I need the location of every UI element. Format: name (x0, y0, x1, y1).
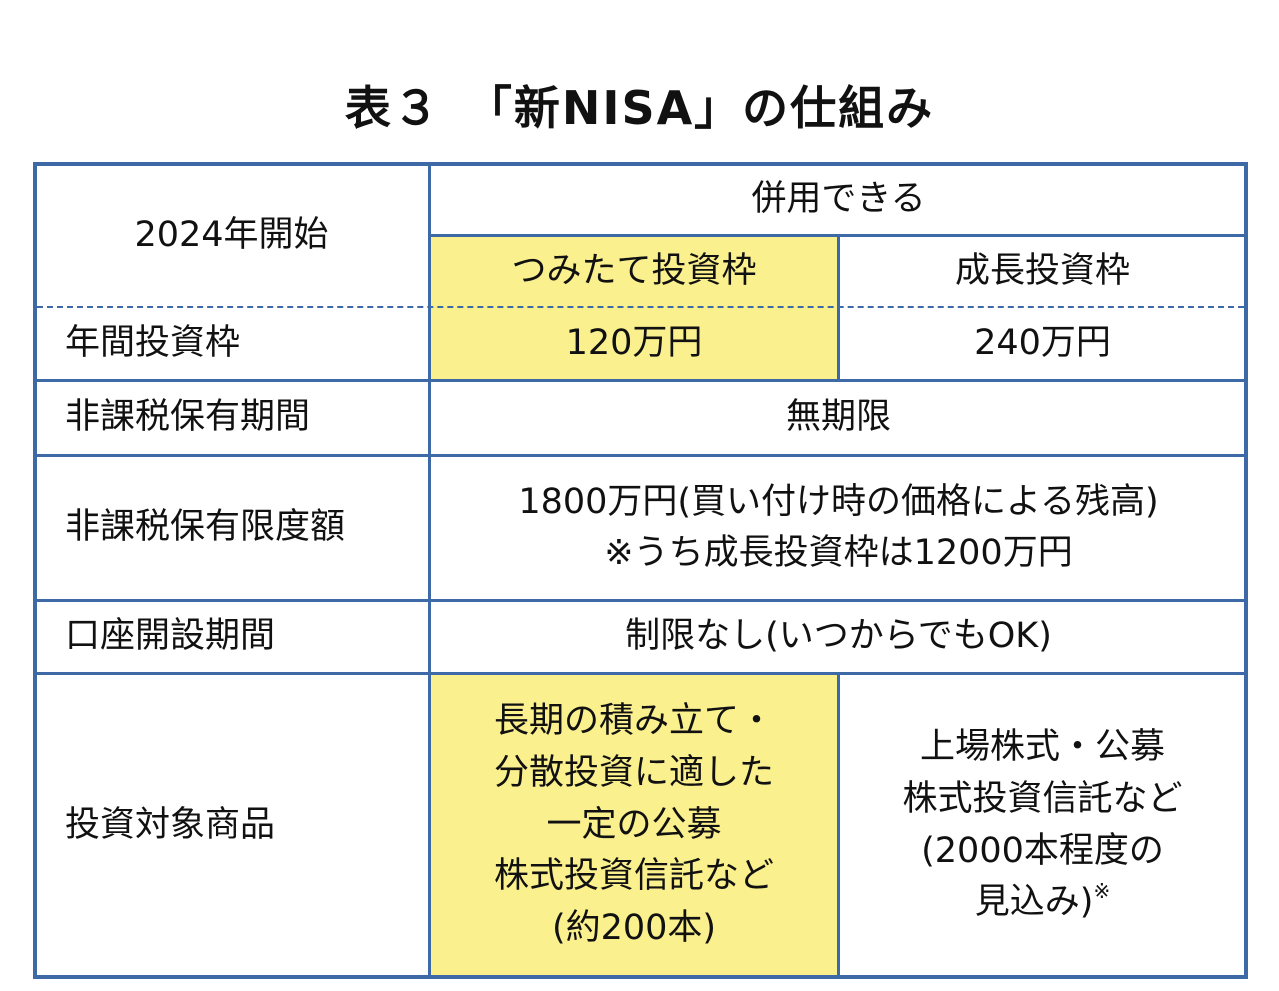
divider-col-2-bottom (837, 673, 840, 978)
divider-col-1 (428, 162, 431, 979)
divider-row (33, 599, 1246, 602)
border-bottom (33, 975, 1248, 979)
border-top (33, 162, 1248, 166)
row-label-period: 非課税保有期間 (65, 397, 311, 438)
products-growth-line: 株式投資信託など (902, 778, 1183, 819)
products-growth-last: 見込み) (974, 882, 1094, 923)
limit-value: 1800万円(買い付け時の価格による残高) ※うち成長投資枠は1200万円 (430, 455, 1247, 600)
border-left (33, 162, 37, 979)
header-combined: 併用できる (751, 178, 926, 219)
table-title: 表３ 「新NISA」の仕組み (344, 81, 935, 135)
row-label-annual: 年間投資枠 (65, 323, 241, 364)
border-right (1244, 162, 1248, 979)
header-tsumitate: つみたて投資枠 (430, 235, 838, 307)
divider-row (33, 454, 1246, 457)
annual-tsumitate: 120万円 (430, 307, 838, 380)
divider-dashed (37, 306, 1244, 308)
footnote-mark: ※ (1093, 879, 1111, 904)
products-tsumitate-line: 株式投資信託など (493, 856, 774, 897)
products-tsumitate-line: 分散投資に適した (493, 752, 774, 793)
account-value: 制限なし(いつからでもOK) (625, 616, 1052, 657)
products-growth-line: 見込み)※ (975, 877, 1110, 929)
products-tsumitate: 長期の積み立て・ 分散投資に適した 一定の公募 株式投資信託など (約200本) (430, 673, 838, 978)
divider-row (33, 672, 1246, 675)
row-label-account: 口座開設期間 (65, 616, 276, 657)
products-growth-line: (2000本程度の (921, 830, 1164, 871)
row-label-limit: 非課税保有限度額 (65, 507, 346, 548)
row-label-products: 投資対象商品 (65, 805, 276, 846)
header-growth: 成長投資枠 (954, 250, 1130, 291)
products-tsumitate-line: 一定の公募 (546, 804, 722, 845)
annual-growth: 240万円 (974, 323, 1111, 364)
period-value: 無期限 (785, 397, 891, 438)
limit-line-2: ※うち成長投資枠は1200万円 (604, 532, 1073, 573)
products-growth: 上場株式・公募 株式投資信託など (2000本程度の 見込み)※ (838, 673, 1247, 978)
divider-row-header (430, 234, 1246, 237)
header-start: 2024年開始 (134, 214, 329, 255)
limit-line-1: 1800万円(買い付け時の価格による残高) (518, 481, 1159, 522)
products-growth-line: 上場株式・公募 (919, 726, 1165, 767)
products-tsumitate-line: 長期の積み立て・ (493, 701, 774, 741)
products-tsumitate-line: (約200本) (551, 908, 717, 949)
divider-row (33, 379, 1246, 382)
